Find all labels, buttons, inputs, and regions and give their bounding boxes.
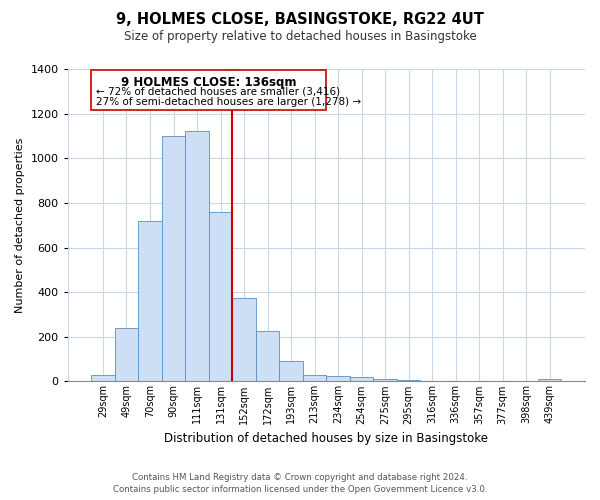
Bar bbox=[232, 298, 256, 382]
Bar bbox=[162, 136, 185, 382]
Text: Contains HM Land Registry data © Crown copyright and database right 2024.
Contai: Contains HM Land Registry data © Crown c… bbox=[113, 472, 487, 494]
X-axis label: Distribution of detached houses by size in Basingstoke: Distribution of detached houses by size … bbox=[164, 432, 488, 445]
Bar bbox=[256, 331, 280, 382]
Text: 27% of semi-detached houses are larger (1,278) →: 27% of semi-detached houses are larger (… bbox=[96, 97, 361, 107]
Bar bbox=[280, 362, 303, 382]
Text: ← 72% of detached houses are smaller (3,416): ← 72% of detached houses are smaller (3,… bbox=[96, 87, 340, 97]
Bar bbox=[185, 132, 209, 382]
Bar bbox=[350, 377, 373, 382]
Bar bbox=[91, 70, 326, 110]
Text: 9, HOLMES CLOSE, BASINGSTOKE, RG22 4UT: 9, HOLMES CLOSE, BASINGSTOKE, RG22 4UT bbox=[116, 12, 484, 28]
Bar bbox=[326, 376, 350, 382]
Y-axis label: Number of detached properties: Number of detached properties bbox=[15, 138, 25, 313]
Bar bbox=[538, 379, 562, 382]
Text: Size of property relative to detached houses in Basingstoke: Size of property relative to detached ho… bbox=[124, 30, 476, 43]
Bar bbox=[91, 374, 115, 382]
Bar bbox=[115, 328, 138, 382]
Bar bbox=[209, 212, 232, 382]
Bar bbox=[373, 379, 397, 382]
Bar bbox=[138, 220, 162, 382]
Bar bbox=[397, 380, 421, 382]
Bar bbox=[303, 374, 326, 382]
Text: 9 HOLMES CLOSE: 136sqm: 9 HOLMES CLOSE: 136sqm bbox=[121, 76, 296, 88]
